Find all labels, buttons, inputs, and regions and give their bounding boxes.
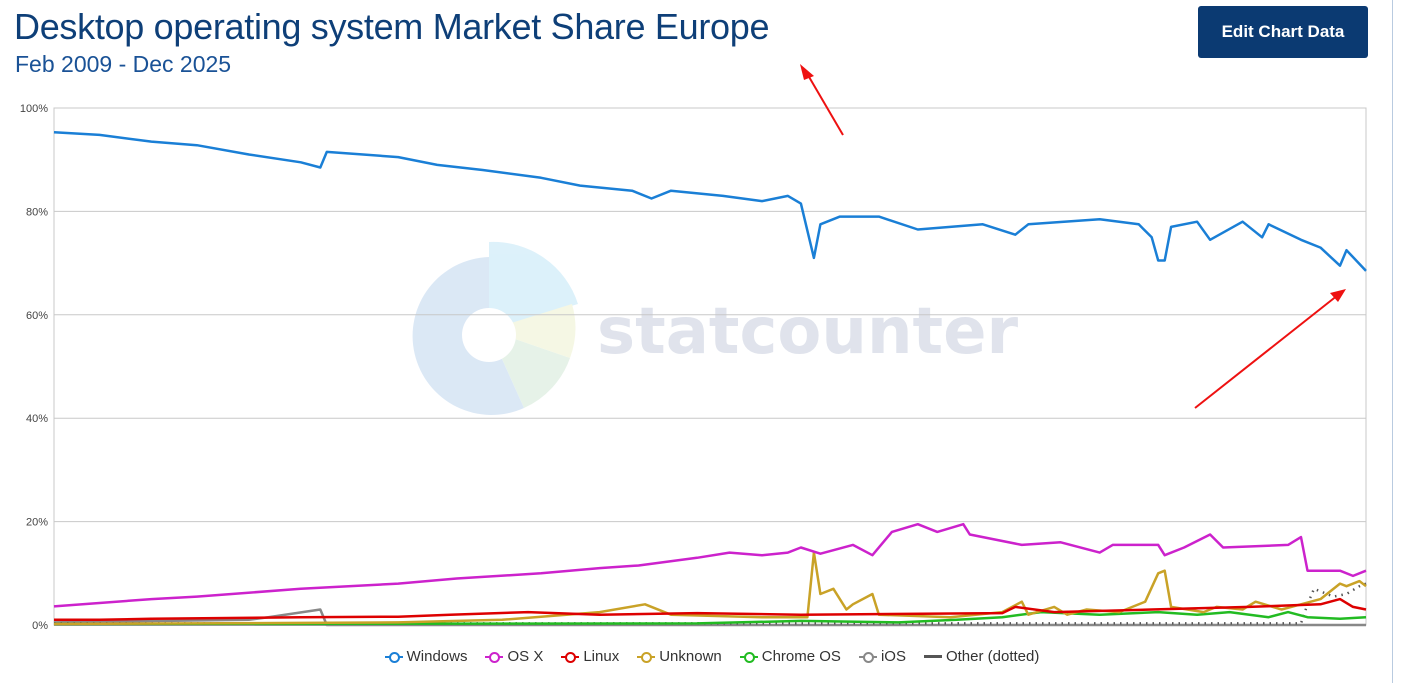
legend-label: Chrome OS: [761, 648, 841, 665]
arrowhead-top: [800, 64, 814, 80]
arrow-annotation-top: [804, 69, 844, 136]
legend-marker-icon: [561, 651, 580, 663]
legend-item-os-x[interactable]: OS X: [485, 648, 543, 665]
y-tick-label: 20%: [26, 517, 48, 529]
y-tick-label: 100%: [20, 103, 48, 115]
series-line-linux: [54, 597, 1367, 622]
page-subtitle: Feb 2009 - Dec 2025: [15, 51, 232, 77]
series-line-chrome-os: [53, 610, 1367, 626]
watermark-text: statcounter: [597, 295, 1019, 369]
legend-label: Windows: [406, 648, 468, 665]
chart-legend: Windows OS X Linux Unknown Chrome OS iOS Other…: [0, 648, 1424, 665]
series-line-os-x: [53, 522, 1367, 608]
legend-item-windows[interactable]: Windows: [384, 648, 468, 665]
legend-label: Other (dotted): [945, 648, 1040, 665]
legend-label: Linux: [583, 648, 620, 665]
y-tick-label: 40%: [26, 413, 48, 425]
annotation-arrows: [800, 64, 1346, 409]
legend-item-ios[interactable]: iOS: [858, 648, 906, 665]
series-line-windows: [53, 131, 1367, 272]
legend-marker-icon: [384, 651, 403, 663]
legend-label: OS X: [507, 648, 544, 665]
panel-divider: [1392, 0, 1393, 683]
legend-label: iOS: [880, 648, 906, 665]
arrowhead-right: [1330, 289, 1346, 302]
y-tick-label: 80%: [26, 206, 48, 218]
legend-marker-icon: [923, 651, 942, 663]
statcounter-watermark: statcounter: [412, 241, 1019, 415]
legend-item-linux[interactable]: Linux: [561, 648, 619, 665]
edit-chart-data-button[interactable]: Edit Chart Data: [1198, 6, 1368, 58]
legend-item-chrome-os[interactable]: Chrome OS: [739, 648, 841, 665]
legend-label: Unknown: [659, 648, 722, 665]
legend-marker-icon: [637, 651, 656, 663]
arrow-annotation-right: [1194, 294, 1339, 409]
series-line-ios: [53, 608, 1366, 627]
legend-marker-icon: [858, 651, 877, 663]
y-tick-label: 60%: [26, 310, 48, 322]
page-title: Desktop operating system Market Share Eu…: [14, 6, 770, 47]
legend-item-unknown[interactable]: Unknown: [637, 648, 722, 665]
legend-item-other-dotted[interactable]: Other (dotted): [923, 648, 1040, 665]
legend-marker-icon: [739, 651, 758, 663]
legend-marker-icon: [485, 651, 504, 663]
y-tick-label: 0%: [32, 620, 48, 632]
